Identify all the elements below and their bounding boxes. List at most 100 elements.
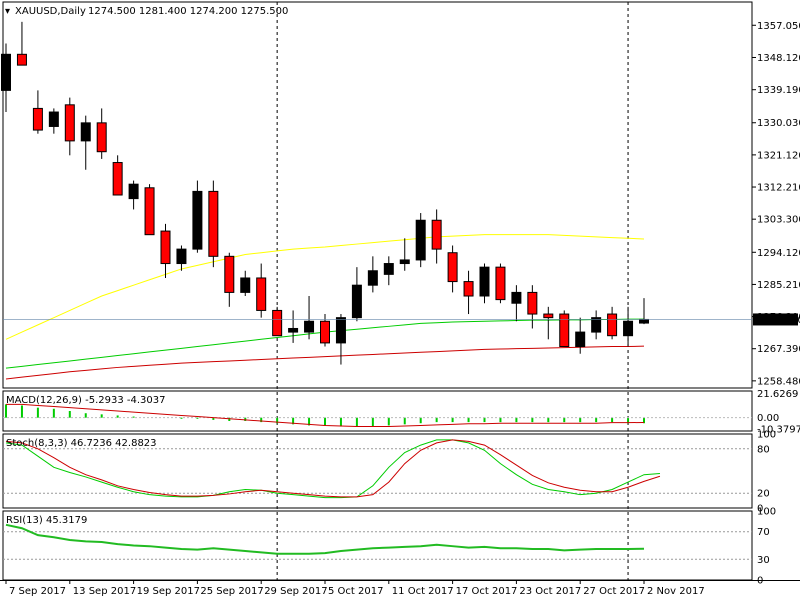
- candle-body: [559, 313, 570, 348]
- macd-signal-line: [6, 403, 645, 428]
- candle[interactable]: [351, 267, 362, 322]
- candle[interactable]: [176, 245, 187, 271]
- candle[interactable]: [48, 108, 59, 134]
- candle[interactable]: [607, 306, 618, 340]
- ohlc-label: 1274.500 1281.400 1274.200 1275.500: [88, 6, 288, 17]
- candle-body: [335, 317, 346, 344]
- candle[interactable]: [559, 310, 570, 348]
- candle[interactable]: [399, 238, 410, 271]
- time-axis-label: 25 Sep 2017: [200, 586, 263, 597]
- candle[interactable]: [479, 263, 490, 304]
- candle-body: [272, 309, 283, 337]
- candle[interactable]: [256, 263, 267, 318]
- rsi-axis-label: 100: [757, 507, 776, 518]
- candle[interactable]: [527, 285, 538, 329]
- price-axis-label: 1348.120: [757, 53, 800, 64]
- candle[interactable]: [575, 317, 586, 354]
- price-axis-label: 1285.210: [757, 280, 800, 291]
- candle[interactable]: [415, 213, 426, 268]
- candle-body: [431, 219, 442, 250]
- candle[interactable]: [32, 90, 43, 134]
- candle[interactable]: [288, 310, 299, 343]
- time-axis-label: 19 Sep 2017: [137, 586, 200, 597]
- moving-average-line: [5, 345, 645, 380]
- candle-body: [399, 259, 410, 265]
- candle-body: [1, 53, 11, 91]
- candle-body: [591, 317, 602, 333]
- rsi-axis-label: 30: [757, 555, 770, 566]
- stoch-line: [5, 439, 660, 499]
- time-axis-label: 13 Sep 2017: [73, 586, 136, 597]
- current-price-label: 1275.500: [756, 315, 800, 326]
- candle-body: [447, 252, 458, 283]
- candle[interactable]: [431, 209, 442, 264]
- candle-body: [495, 266, 506, 301]
- time-axis-label: 7 Sep 2017: [9, 586, 66, 597]
- candle-body: [607, 313, 618, 337]
- candle[interactable]: [495, 263, 506, 304]
- symbol-dropdown-icon: ▾: [5, 6, 10, 17]
- candle[interactable]: [591, 310, 602, 340]
- price-axis-label: 1312.210: [757, 183, 800, 194]
- candle[interactable]: [304, 296, 315, 340]
- candle[interactable]: [80, 115, 91, 170]
- candle[interactable]: [335, 314, 346, 365]
- candle[interactable]: [383, 256, 394, 286]
- candle[interactable]: [1, 43, 11, 113]
- price-axis-label: 1267.390: [757, 344, 800, 355]
- candle-body: [192, 190, 203, 250]
- time-axis-label: 29 Sep 2017: [264, 586, 327, 597]
- candle[interactable]: [208, 180, 219, 268]
- candle-body: [224, 255, 235, 293]
- candle-body: [479, 266, 490, 297]
- candle[interactable]: [623, 306, 634, 347]
- candle-body: [16, 53, 27, 66]
- candle[interactable]: [192, 180, 203, 253]
- candle-body: [80, 122, 91, 142]
- candle-body: [96, 122, 107, 153]
- price-axis-label: 1321.120: [757, 150, 800, 161]
- stoch-axis-label: 80: [757, 444, 770, 455]
- stoch-axis-label: 20: [757, 489, 770, 500]
- candle[interactable]: [463, 270, 474, 315]
- candle[interactable]: [272, 306, 283, 337]
- price-axis-label: 1357.050: [757, 21, 800, 32]
- time-axis-label: 5 Oct 2017: [328, 586, 383, 597]
- candle-body: [32, 107, 43, 131]
- candle[interactable]: [447, 245, 458, 293]
- stoch-axis-label: 100: [757, 430, 776, 441]
- candle[interactable]: [112, 155, 123, 196]
- candle-body: [415, 219, 426, 261]
- candle[interactable]: [511, 285, 522, 322]
- price-axis-label: 1294.120: [757, 248, 800, 259]
- candle[interactable]: [96, 108, 107, 159]
- candle[interactable]: [224, 252, 235, 307]
- candle-body: [623, 320, 634, 337]
- candle[interactable]: [367, 256, 378, 293]
- candle[interactable]: [160, 223, 171, 278]
- price-axis-label: 1330.030: [757, 118, 800, 129]
- candle-body: [240, 277, 251, 293]
- price-axis-label: 1258.480: [757, 376, 800, 387]
- moving-average-line: [5, 234, 645, 340]
- candle-body: [48, 111, 59, 127]
- rsi-axis-label: 70: [757, 527, 770, 538]
- rsi-line: [5, 523, 645, 555]
- candle-body: [64, 104, 75, 142]
- candle[interactable]: [128, 180, 139, 210]
- candle[interactable]: [543, 306, 554, 340]
- time-axis-label: 11 Oct 2017: [392, 586, 454, 597]
- macd-axis-label: 21.6269: [757, 389, 798, 400]
- candle[interactable]: [64, 97, 75, 156]
- candle[interactable]: [144, 184, 155, 236]
- candle[interactable]: [16, 21, 27, 66]
- time-axis-label: 2 Nov 2017: [647, 586, 705, 597]
- candle-body: [543, 313, 554, 319]
- candle[interactable]: [240, 270, 251, 297]
- panel-macd-frame: [2, 390, 753, 432]
- candle-body: [320, 320, 330, 344]
- candle-body: [288, 327, 299, 333]
- candle-body: [511, 291, 522, 304]
